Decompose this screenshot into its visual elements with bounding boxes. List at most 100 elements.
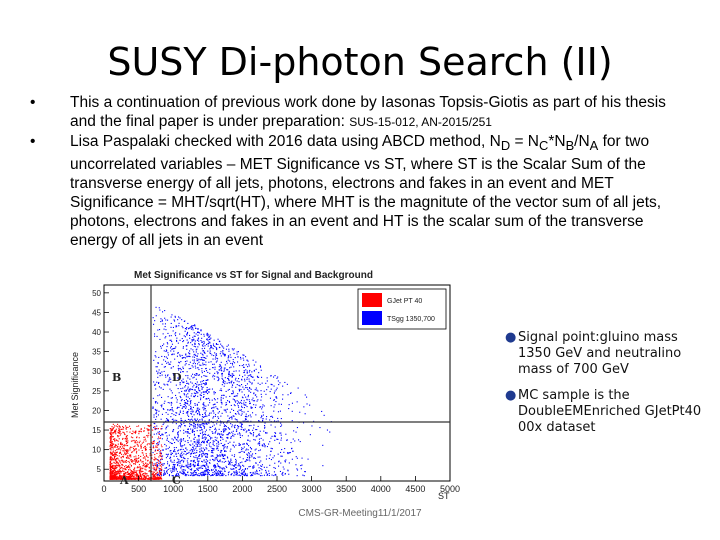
signal-point <box>201 337 203 339</box>
signal-point <box>229 411 231 413</box>
signal-point <box>251 371 253 373</box>
signal-point <box>159 451 161 453</box>
signal-point <box>274 432 276 434</box>
signal-point <box>171 442 173 444</box>
background-point <box>141 477 143 479</box>
signal-point <box>196 358 198 360</box>
signal-point <box>217 343 219 345</box>
signal-point <box>276 438 278 440</box>
background-point <box>124 473 126 475</box>
signal-point <box>244 374 246 376</box>
signal-point <box>180 471 182 473</box>
signal-point <box>223 367 225 369</box>
signal-point <box>273 399 275 401</box>
background-point <box>144 475 146 477</box>
signal-point <box>177 388 179 390</box>
background-point <box>157 442 159 444</box>
background-point <box>111 457 113 459</box>
signal-point <box>161 413 163 415</box>
background-point <box>119 470 121 472</box>
signal-point <box>174 466 176 468</box>
signal-point <box>178 449 180 451</box>
signal-point <box>230 474 232 476</box>
background-point <box>118 465 120 467</box>
signal-point <box>200 385 202 387</box>
background-point <box>116 467 118 469</box>
background-point <box>111 442 113 444</box>
background-point <box>133 468 135 470</box>
signal-point <box>224 377 226 379</box>
signal-point <box>230 459 232 461</box>
background-point <box>142 454 144 456</box>
signal-point <box>288 462 290 464</box>
signal-point <box>185 404 187 406</box>
background-point <box>119 470 121 472</box>
signal-point <box>217 445 219 447</box>
signal-point <box>237 426 239 428</box>
background-point <box>110 470 112 472</box>
signal-point <box>157 329 159 331</box>
background-point <box>124 469 126 471</box>
signal-point <box>194 452 196 454</box>
background-point <box>110 468 112 470</box>
signal-point <box>246 459 248 461</box>
signal-point <box>236 353 238 355</box>
signal-point <box>258 450 260 452</box>
signal-point <box>203 357 205 359</box>
signal-point <box>188 415 190 417</box>
background-point <box>143 464 145 466</box>
background-point <box>148 466 150 468</box>
signal-point <box>203 442 205 444</box>
signal-point <box>172 330 174 332</box>
signal-point <box>199 408 201 410</box>
signal-point <box>212 425 214 427</box>
signal-point <box>214 457 216 459</box>
signal-point <box>264 422 266 424</box>
bullet-item: • Lisa Paspalaki checked with 2016 data … <box>30 132 690 250</box>
signal-point <box>278 461 280 463</box>
signal-point <box>209 426 211 428</box>
signal-point <box>185 353 187 355</box>
background-point <box>122 475 124 477</box>
signal-point <box>232 390 234 392</box>
background-point <box>153 442 155 444</box>
signal-point <box>185 406 187 408</box>
signal-point <box>175 414 177 416</box>
background-point <box>120 475 122 477</box>
background-point <box>134 442 136 444</box>
signal-point <box>204 448 206 450</box>
signal-point <box>257 399 259 401</box>
background-point <box>121 467 123 469</box>
signal-point <box>248 425 250 427</box>
signal-point <box>205 461 207 463</box>
signal-point <box>291 410 293 412</box>
signal-point <box>222 378 224 380</box>
background-point <box>117 465 119 467</box>
background-point <box>115 468 117 470</box>
signal-point <box>205 415 207 417</box>
signal-point <box>202 451 204 453</box>
signal-point <box>296 401 298 403</box>
signal-point <box>192 451 194 453</box>
signal-point <box>224 470 226 472</box>
signal-point <box>206 469 208 471</box>
background-point <box>140 474 142 476</box>
signal-point <box>238 464 240 466</box>
background-point <box>115 425 117 427</box>
signal-point <box>256 470 258 472</box>
signal-point <box>167 409 169 411</box>
signal-point <box>244 378 246 380</box>
signal-point <box>193 422 195 424</box>
signal-point <box>227 377 229 379</box>
signal-point <box>244 428 246 430</box>
background-point <box>119 446 121 448</box>
signal-point <box>274 436 276 438</box>
background-point <box>154 478 156 480</box>
note-dot-icon: ● <box>505 388 517 403</box>
signal-point <box>266 455 268 457</box>
background-point <box>149 434 151 436</box>
background-point <box>114 454 116 456</box>
signal-point <box>246 442 248 444</box>
signal-point <box>240 389 242 391</box>
background-point <box>137 461 139 463</box>
